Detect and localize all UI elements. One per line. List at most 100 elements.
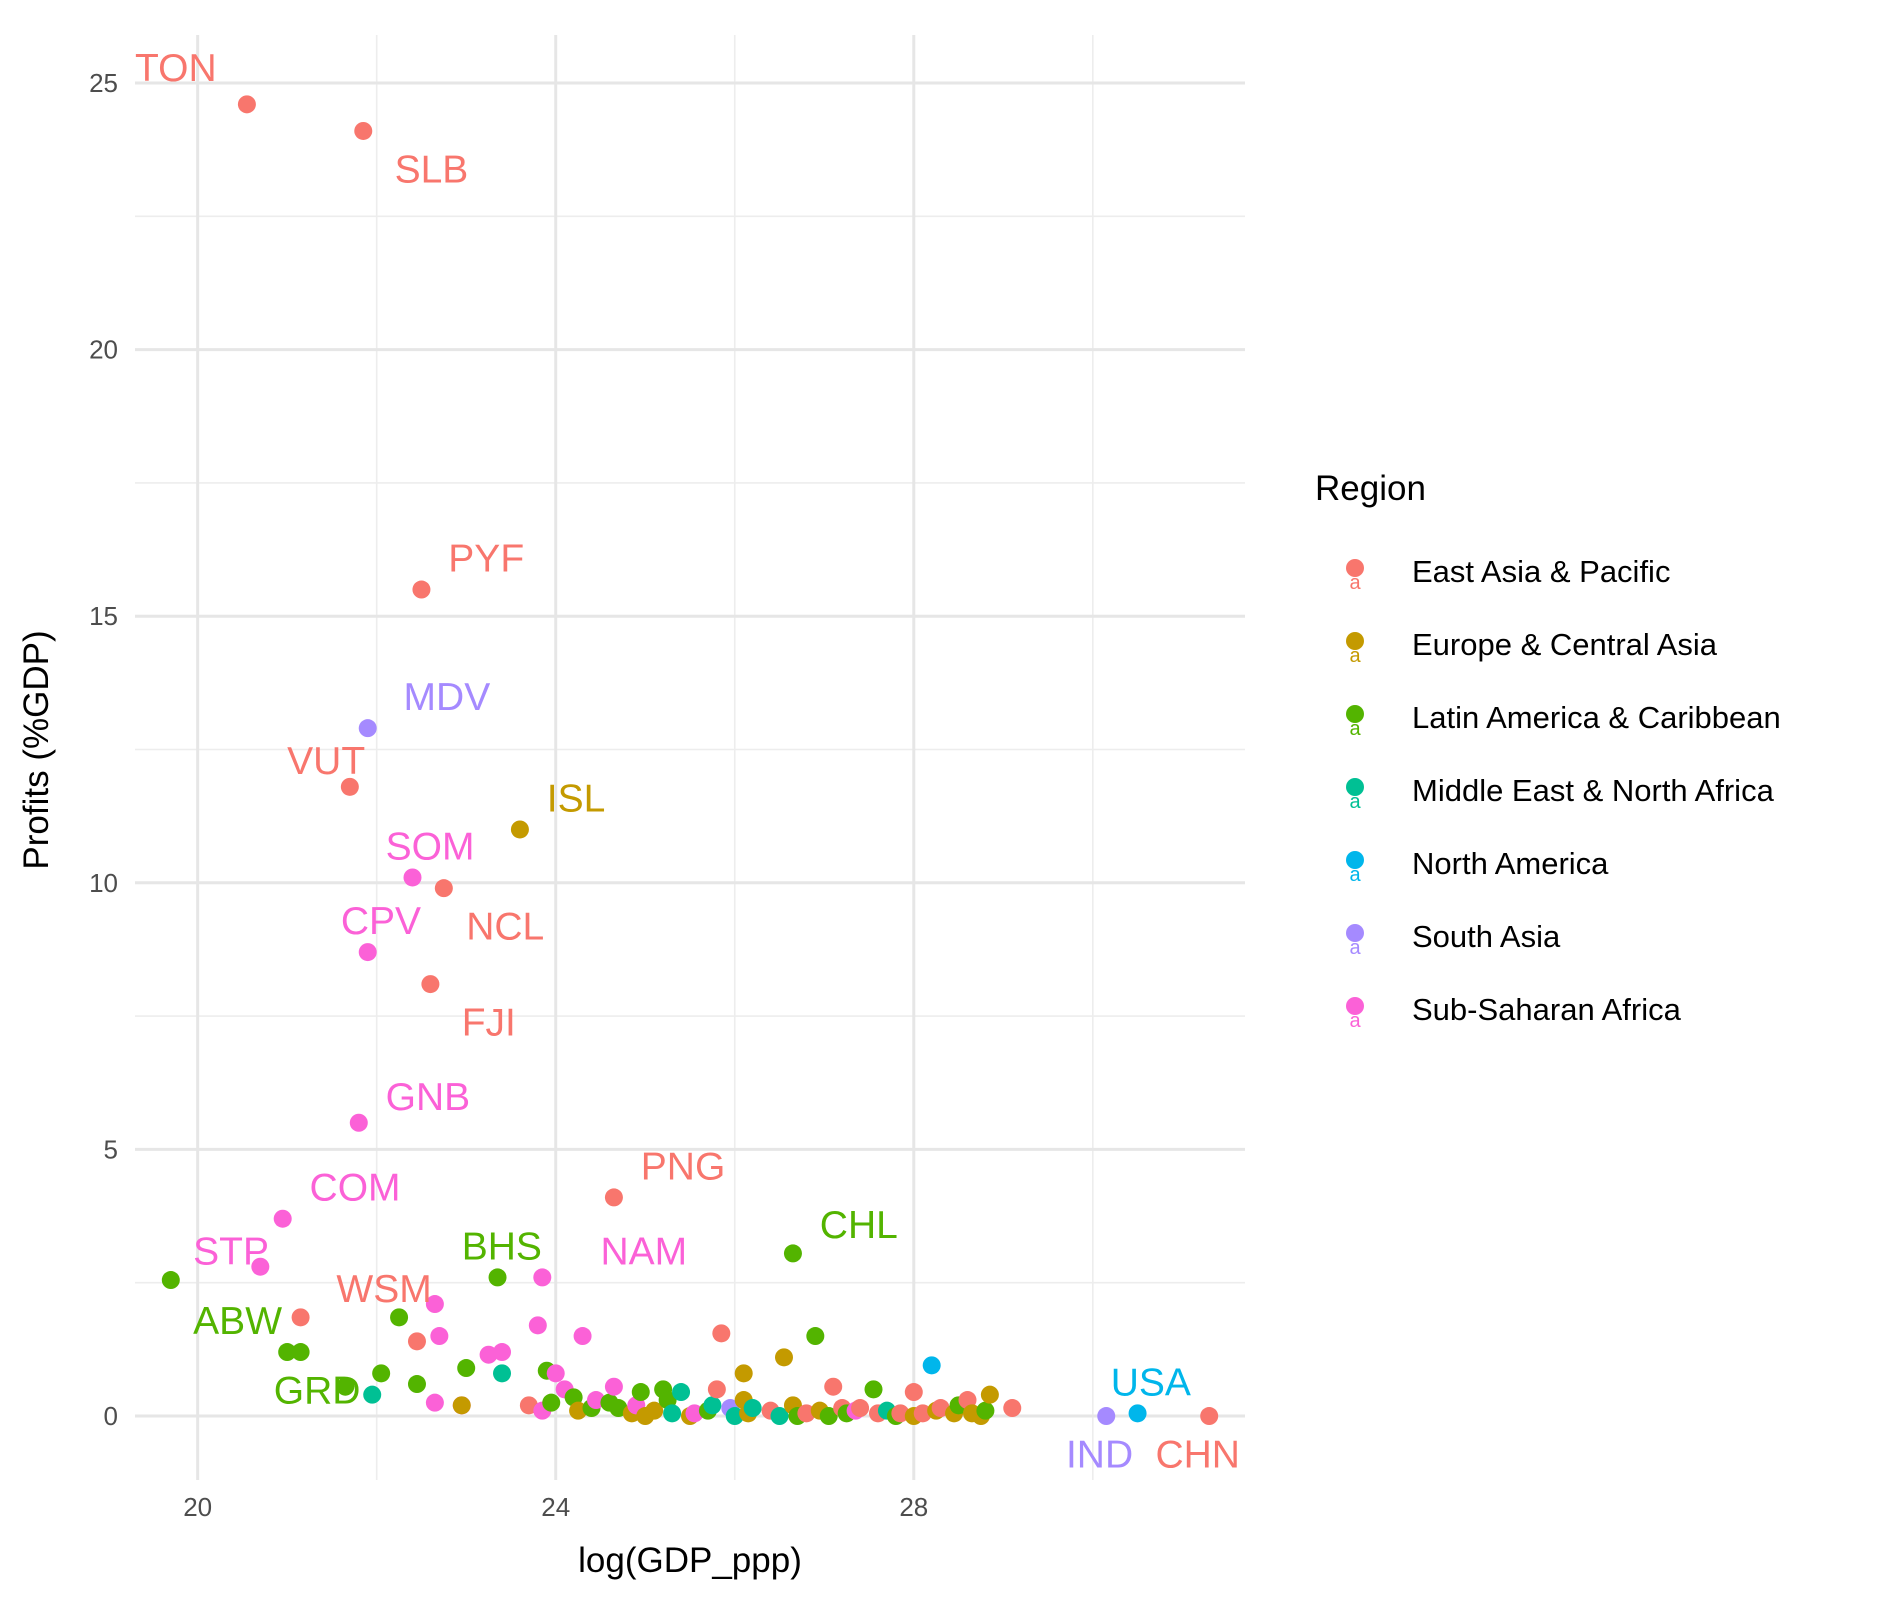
point-label: ISL [547,777,606,820]
data-point [425,1295,444,1314]
data-point [1097,1407,1116,1426]
data-point [631,1383,650,1402]
legend-key [1346,778,1364,796]
legend-title: Region [1315,469,1426,508]
legend-items: a East Asia & Pacific a Europe & Central As… [1346,554,1781,1032]
data-point [340,777,359,796]
data-point [712,1324,731,1343]
y-tick-label: 25 [89,68,118,98]
y-tick-label: 20 [89,335,118,365]
point-label: GRD [274,1369,361,1412]
x-tick-labels: 20 24 28 [183,1492,928,1522]
data-point [161,1271,180,1290]
data-point [291,1343,310,1362]
data-point [533,1268,552,1287]
data-point [273,1209,292,1228]
data-point [349,1113,368,1132]
point-label: PYF [448,538,524,581]
point-label: USA [1111,1361,1191,1404]
legend-key [1346,924,1364,942]
data-point [645,1401,664,1420]
data-point [824,1377,843,1396]
data-point [412,580,431,599]
data-point [663,1404,682,1423]
data-point [430,1327,449,1346]
legend-item: a Sub-Saharan Africa [1346,992,1682,1032]
y-tick-label: 0 [104,1401,118,1431]
legend-key-glyph: a [1349,937,1361,959]
y-tick-label: 5 [104,1134,118,1164]
data-point [372,1364,391,1383]
legend-item: a Latin America & Caribbean [1346,700,1781,740]
data-point [407,1332,426,1351]
data-point [770,1407,789,1426]
legend-key [1346,851,1364,869]
y-tick-label: 15 [89,601,118,631]
data-point [358,943,377,962]
point-label: CHL [820,1204,898,1247]
data-point [864,1380,883,1399]
legend-item: a Middle East & North Africa [1346,773,1775,813]
legend-item: a East Asia & Pacific [1346,554,1670,594]
point-label: VUT [287,740,365,783]
legend-label: Europe & Central Asia [1412,627,1718,662]
data-point [457,1359,476,1378]
data-point [488,1268,507,1287]
data-point [528,1316,547,1335]
data-point [976,1401,995,1420]
point-label: MDV [404,676,491,719]
data-point [783,1244,802,1263]
point-labels: TON SLB PYF MDV VUT ISL SOM NCL CPV FJI GNB PNG COM C… [135,47,1240,1476]
data-point [797,1404,816,1423]
data-point [703,1396,722,1415]
legend-key-glyph: a [1349,791,1361,813]
data-point [1128,1404,1147,1423]
data-point [251,1257,270,1276]
data-point [403,868,422,887]
data-point [546,1364,565,1383]
legend-key-glyph: a [1349,572,1361,594]
legend-key-glyph: a [1349,645,1361,667]
data-point [363,1385,382,1404]
data-point [493,1343,512,1362]
point-label: TON [135,47,217,90]
data-point [891,1404,910,1423]
point-label: CPV [341,900,421,943]
point-label: FJI [462,1001,516,1044]
legend-label: Middle East & North Africa [1412,773,1775,808]
point-label: BHS [462,1225,542,1268]
data-point [743,1399,762,1418]
data-point [851,1399,870,1418]
data-point [774,1348,793,1367]
data-point [407,1375,426,1394]
legend-key [1346,632,1364,650]
point-label: GNB [386,1076,471,1119]
data-point [569,1401,588,1420]
data-point [734,1364,753,1383]
legend-label: East Asia & Pacific [1412,554,1670,589]
legend-key-glyph: a [1349,864,1361,886]
legend-label: North America [1412,846,1609,881]
data-point [452,1396,471,1415]
data-point [354,121,373,140]
data-point [1200,1407,1219,1426]
data-point [425,1393,444,1412]
data-points [161,95,1219,1426]
legend-key [1346,997,1364,1015]
legend-key [1346,559,1364,577]
data-point [421,975,440,994]
data-point [336,1377,355,1396]
point-label: ABW [193,1300,282,1343]
data-point [358,719,377,738]
data-point [1003,1399,1022,1418]
x-tick-label: 20 [183,1492,212,1522]
y-tick-label: 10 [89,868,118,898]
data-point [587,1391,606,1410]
point-label: IND [1066,1433,1133,1476]
data-point [604,1188,623,1207]
legend-key-glyph: a [1349,718,1361,740]
data-point [806,1327,825,1346]
y-axis-title: Profits (%GDP) [17,630,56,869]
point-label: SOM [386,825,475,868]
